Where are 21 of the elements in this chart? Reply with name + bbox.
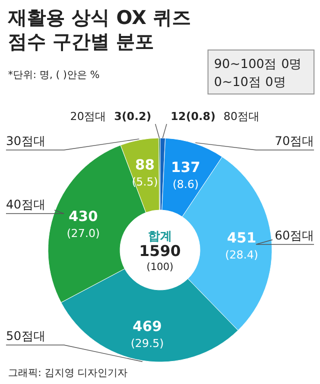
data-label: 469 (29.5) — [130, 319, 164, 350]
text: (100) — [146, 262, 174, 273]
slice-label: 30점대 — [6, 134, 46, 148]
chart-subtitle: *단위: 명, ( )안은 % — [8, 70, 100, 81]
slice-label: 40점대 — [6, 198, 46, 212]
data-label: 137 (8.6) — [171, 160, 200, 192]
text: 0~10점 0명 — [214, 74, 286, 89]
data-label: 3(0.2) — [114, 110, 152, 123]
text: 그래픽: 김지영 디자인기자 — [8, 368, 128, 379]
text: 1590 — [139, 242, 181, 260]
text: 합계 — [148, 229, 172, 243]
slice-label: 20점대 — [70, 110, 106, 123]
slice-label: 80점대 — [224, 110, 260, 123]
data-label: 12(0.8) — [170, 110, 216, 123]
chart-title: 재활용 상식 OX 퀴즈 점수 구간별 분포 — [7, 7, 191, 53]
slice-label: 50점대 — [6, 329, 46, 343]
slice-label: 70점대 — [274, 134, 314, 148]
data-label: 451 (28.4) — [225, 230, 258, 262]
slice-label: 60점대 — [274, 228, 314, 242]
text: 90~100점 0명 — [214, 56, 302, 71]
data-label: 430 (27.0) — [66, 208, 100, 240]
